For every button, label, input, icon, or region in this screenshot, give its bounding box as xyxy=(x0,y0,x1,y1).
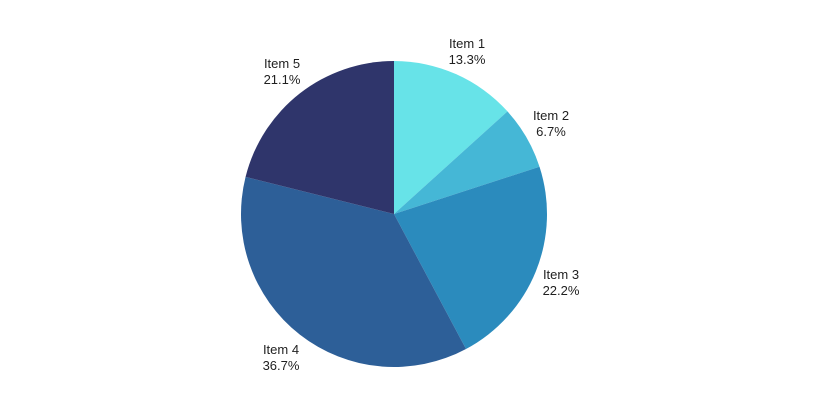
pie-slice-item-3 xyxy=(394,166,547,349)
slice-percent-item-2: 6.7% xyxy=(536,124,566,139)
slice-percent-item-3: 22.2% xyxy=(543,283,580,298)
pie-slice-item-2 xyxy=(394,111,540,214)
pie-slice-item-5 xyxy=(245,61,394,214)
pie-labels: Item 1 13.3% Item 2 6.7% Item 3 22.2% It… xyxy=(263,36,580,373)
slice-label-item-1: Item 1 xyxy=(449,36,485,51)
slice-label-item-3: Item 3 xyxy=(543,267,579,282)
slice-label-item-4: Item 4 xyxy=(263,342,299,357)
pie-slices xyxy=(240,61,547,368)
slice-label-item-5: Item 5 xyxy=(264,56,300,71)
slice-label-item-2: Item 2 xyxy=(533,108,569,123)
slice-percent-item-5: 21.1% xyxy=(264,72,301,87)
slice-percent-item-1: 13.3% xyxy=(449,52,486,67)
pie-slice-item-4 xyxy=(240,176,467,368)
pie-slice-item-1 xyxy=(394,61,508,214)
slice-percent-item-4: 36.7% xyxy=(263,358,300,373)
